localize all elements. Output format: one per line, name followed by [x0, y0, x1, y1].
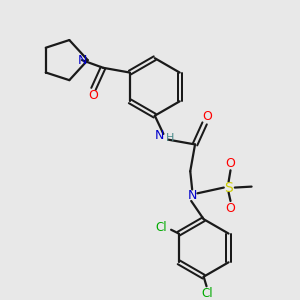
Text: N: N [77, 54, 87, 67]
Text: O: O [202, 110, 212, 123]
Text: Cl: Cl [202, 287, 213, 300]
Text: O: O [226, 157, 236, 170]
Text: S: S [224, 181, 233, 195]
Text: Cl: Cl [156, 221, 167, 234]
Text: O: O [226, 202, 236, 215]
Text: N: N [188, 189, 197, 202]
Text: N: N [154, 129, 164, 142]
Text: O: O [88, 89, 98, 102]
Text: H: H [166, 133, 174, 143]
